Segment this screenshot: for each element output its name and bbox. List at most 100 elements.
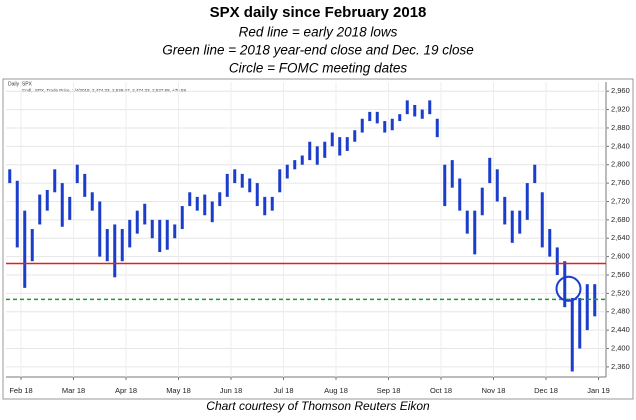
x-tick-label: Oct 18 [430, 386, 452, 395]
y-tick-label: 2,720 [611, 196, 630, 205]
range-bar [495, 169, 499, 202]
range-bar [300, 155, 304, 165]
x-tick-label: Mar 18 [62, 386, 85, 395]
range-bar [555, 247, 559, 275]
subtitle: Green line = 2018 year-end close and Dec… [162, 43, 474, 58]
range-bar [375, 111, 379, 124]
y-tick-label: 2,360 [611, 362, 630, 371]
range-bar [413, 104, 417, 117]
range-bar [255, 183, 259, 207]
y-tick-label: 2,600 [611, 252, 630, 261]
range-bar [405, 100, 409, 115]
range-bar [60, 183, 64, 227]
range-bar [98, 201, 102, 257]
range-bar [315, 146, 319, 165]
range-bar [180, 206, 184, 230]
range-bar [30, 229, 34, 262]
range-bar [203, 194, 207, 216]
range-bar [8, 169, 12, 184]
x-tick-label: Jun 18 [220, 386, 243, 395]
range-bar [428, 100, 432, 115]
range-bar [390, 118, 394, 131]
range-bar [278, 169, 282, 193]
range-bar [360, 118, 364, 133]
range-bar [510, 210, 514, 243]
range-bar [113, 224, 117, 278]
range-bar [503, 196, 507, 225]
range-bar [458, 178, 462, 211]
range-bar [53, 169, 57, 193]
range-bar [240, 173, 244, 188]
range-bar [525, 183, 529, 220]
x-tick-label: Apr 18 [115, 386, 137, 395]
y-tick-label: 2,440 [611, 325, 630, 334]
y-tick-label: 2,640 [611, 233, 630, 242]
range-bar [345, 137, 349, 151]
panel-caption: Cndl, .SPX, Trade Price, 1/4/2019, 2,474… [22, 88, 186, 93]
footer: Chart courtesy of Thomson Reuters Eikon [206, 399, 430, 413]
range-bar [75, 164, 79, 184]
x-tick-label: Jan 19 [587, 386, 610, 395]
range-bar [488, 157, 492, 184]
y-tick-label: 2,520 [611, 288, 630, 297]
y-tick-label: 2,960 [611, 86, 630, 95]
range-bar [128, 219, 132, 248]
y-tick-label: 2,560 [611, 270, 630, 279]
range-bar [465, 210, 469, 234]
range-bar [165, 219, 169, 250]
range-bar [15, 180, 19, 248]
range-bar [368, 111, 372, 122]
range-bar [120, 229, 124, 262]
range-bar [383, 121, 387, 133]
range-bar [285, 164, 289, 179]
x-tick-label: May 18 [166, 386, 191, 395]
subtitle: Circle = FOMC meeting dates [229, 61, 407, 76]
range-bar [158, 219, 162, 253]
range-bar [563, 261, 567, 308]
x-tick-label: Feb 18 [9, 386, 32, 395]
y-tick-label: 2,480 [611, 307, 630, 316]
range-bar [218, 192, 222, 207]
x-tick-label: Jul 18 [273, 386, 293, 395]
range-bar [68, 196, 72, 220]
range-bar [533, 164, 537, 184]
y-tick-label: 2,880 [611, 123, 630, 132]
range-bar [398, 114, 402, 122]
range-bar [135, 210, 139, 234]
range-bar [330, 132, 334, 147]
panel [2, 78, 634, 400]
range-bar [548, 229, 552, 257]
range-bar [353, 130, 357, 142]
range-bar [23, 210, 27, 288]
range-bar [518, 210, 522, 234]
range-bar [270, 196, 274, 211]
range-bar [593, 284, 597, 317]
range-bar [210, 201, 214, 223]
range-bar [435, 118, 439, 138]
range-bar [105, 229, 109, 262]
range-bar [323, 141, 327, 158]
y-tick-label: 2,400 [611, 343, 630, 352]
y-tick-label: 2,680 [611, 215, 630, 224]
range-bar [90, 192, 94, 211]
range-bar [450, 160, 454, 188]
range-bar [570, 297, 574, 372]
range-bar [443, 164, 447, 207]
range-bar [585, 284, 589, 331]
range-bar [83, 173, 87, 197]
range-bar [45, 189, 49, 211]
subtitle: Red line = early 2018 lows [239, 25, 398, 40]
x-tick-label: Sep 18 [377, 386, 401, 395]
range-bar [420, 109, 424, 119]
title: SPX daily since February 2018 [210, 4, 427, 21]
range-bar [248, 178, 252, 193]
range-bar [480, 187, 484, 216]
range-bar [338, 137, 342, 156]
range-bar [233, 169, 237, 184]
range-bar [150, 219, 154, 239]
fomc-circle [555, 275, 582, 302]
range-bar [143, 203, 147, 225]
range-bar [225, 173, 229, 197]
range-bar [473, 210, 477, 255]
